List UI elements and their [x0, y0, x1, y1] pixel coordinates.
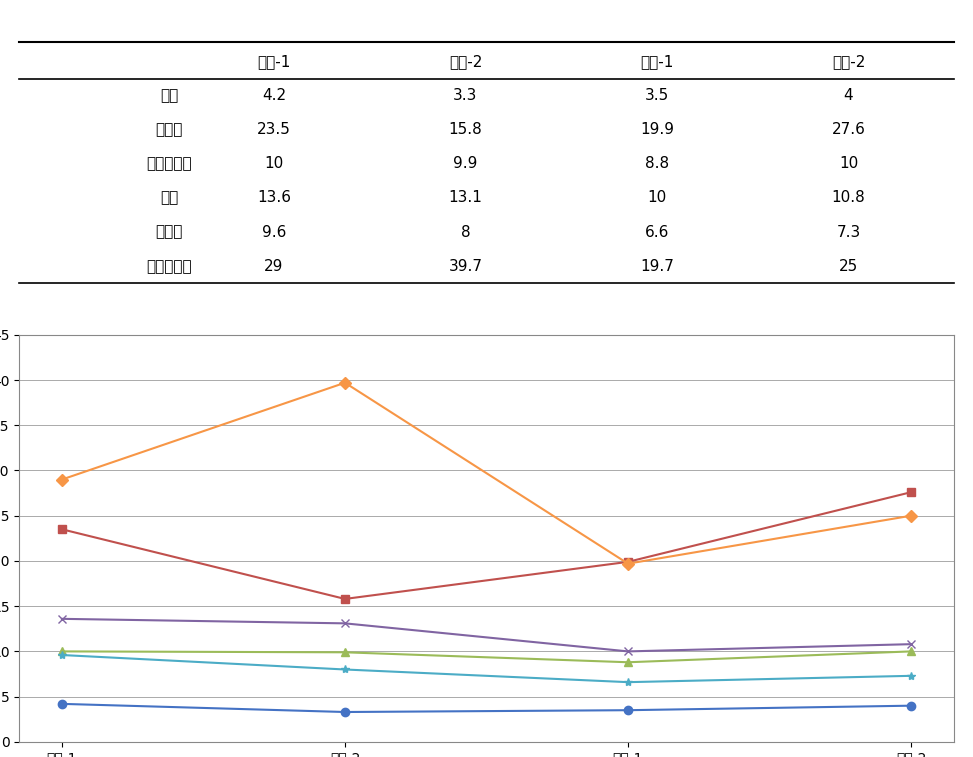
엽넓이	[340, 665, 351, 674]
Text: 19.9: 19.9	[640, 122, 674, 137]
Text: 10.8: 10.8	[832, 191, 865, 205]
Line: 총엽수: 총엽수	[57, 488, 916, 603]
Text: 15.8: 15.8	[449, 122, 483, 137]
Line: 긴가지길이: 긴가지길이	[57, 378, 916, 568]
긴가지길이	[56, 475, 68, 484]
Text: 13.6: 13.6	[257, 191, 291, 205]
총엽수	[56, 525, 68, 534]
Text: 27.6: 27.6	[832, 122, 865, 137]
엽장	[622, 647, 633, 656]
Text: 9.6: 9.6	[262, 225, 286, 239]
Line: 가지: 가지	[57, 699, 916, 716]
긴가지엽수	[905, 647, 917, 656]
긴가지길이	[622, 559, 633, 569]
가지	[622, 706, 633, 715]
Text: 노지-2: 노지-2	[832, 54, 865, 69]
Text: 7.3: 7.3	[837, 225, 860, 239]
Line: 엽장: 엽장	[57, 615, 916, 656]
Text: 임지-2: 임지-2	[449, 54, 483, 69]
Text: 39.7: 39.7	[449, 259, 483, 274]
총엽수	[622, 557, 633, 566]
Text: 4.2: 4.2	[262, 88, 286, 103]
총엽수	[905, 488, 917, 497]
Text: 엽장: 엽장	[160, 191, 178, 205]
엽넓이	[905, 671, 917, 681]
Text: 8.8: 8.8	[645, 157, 669, 171]
Line: 엽넓이: 엽넓이	[57, 651, 916, 687]
긴가지길이	[340, 378, 351, 388]
Text: 임지-1: 임지-1	[257, 54, 291, 69]
총엽수	[340, 594, 351, 603]
Text: 3.5: 3.5	[645, 88, 669, 103]
엽넓이	[56, 650, 68, 659]
긴가지엽수	[340, 648, 351, 657]
Text: 가지: 가지	[160, 88, 178, 103]
엽장	[340, 618, 351, 628]
Legend: 가지, 총엽수, 긴가지엽수, 엽장, 엽넓이, 긴가지길이: 가지, 총엽수, 긴가지엽수, 엽장, 엽넓이, 긴가지길이	[970, 449, 973, 628]
긴가지엽수	[622, 658, 633, 667]
Line: 긴가지엽수: 긴가지엽수	[57, 647, 916, 666]
Text: 19.7: 19.7	[640, 259, 674, 274]
엽장	[905, 640, 917, 649]
엽장	[56, 614, 68, 623]
Text: 6.6: 6.6	[645, 225, 669, 239]
Text: 10: 10	[839, 157, 858, 171]
Text: 총엽수: 총엽수	[156, 122, 183, 137]
긴가지길이	[905, 511, 917, 520]
Text: 29: 29	[265, 259, 284, 274]
Text: 10: 10	[265, 157, 283, 171]
Text: 13.1: 13.1	[449, 191, 483, 205]
긴가지엽수	[56, 647, 68, 656]
Text: 9.9: 9.9	[453, 157, 478, 171]
Text: 긴가지엽수: 긴가지엽수	[146, 157, 192, 171]
Text: 엽넓이: 엽넓이	[156, 225, 183, 239]
가지	[905, 701, 917, 710]
Text: 4: 4	[844, 88, 853, 103]
가지	[56, 699, 68, 709]
Text: 8: 8	[460, 225, 470, 239]
Text: 노지-1: 노지-1	[640, 54, 673, 69]
엽넓이	[622, 678, 633, 687]
Text: 25: 25	[839, 259, 858, 274]
Text: 23.5: 23.5	[257, 122, 291, 137]
가지	[340, 708, 351, 717]
Text: 긴가지길이: 긴가지길이	[146, 259, 192, 274]
Text: 3.3: 3.3	[453, 88, 478, 103]
Text: 10: 10	[647, 191, 667, 205]
